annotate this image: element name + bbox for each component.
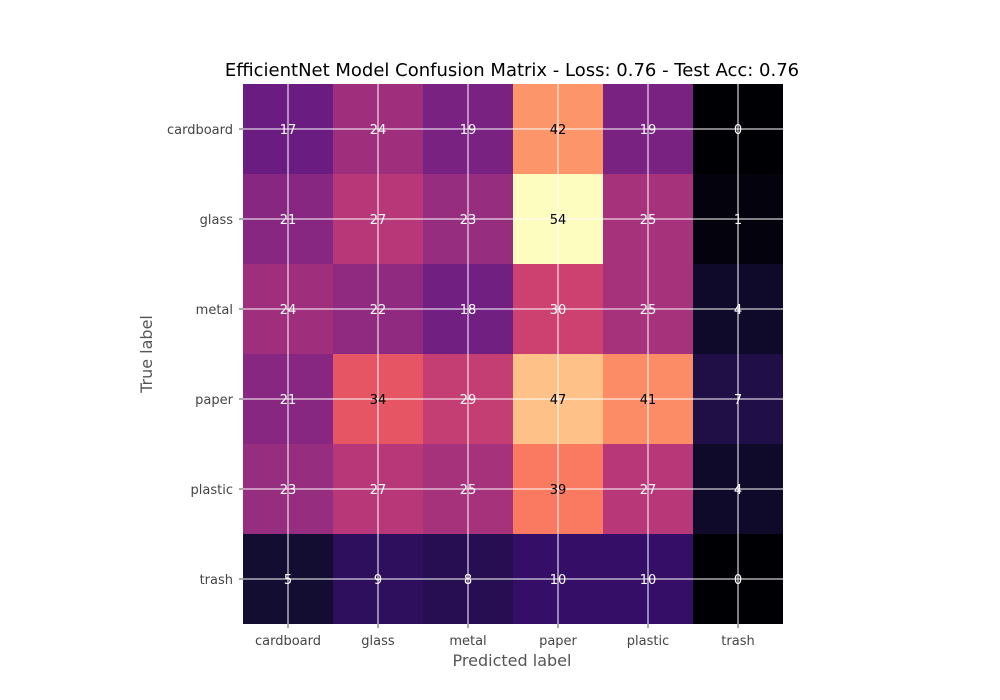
cell-value-plastic-paper: 39 [550, 483, 567, 498]
cell-value-trash-trash: 0 [734, 573, 742, 588]
cell-value-cardboard-glass: 24 [370, 123, 387, 138]
cell-value-paper-plastic: 41 [640, 393, 657, 408]
cell-value-trash-cardboard: 5 [284, 573, 292, 588]
cell-value-glass-metal: 23 [460, 213, 477, 228]
x-axis-label: Predicted label [453, 651, 572, 670]
cell-value-glass-paper: 54 [550, 213, 567, 228]
y-axis-ticks: cardboard glass metal paper plastic trash [167, 123, 243, 588]
x-tick-label-paper: paper [539, 634, 577, 649]
cell-value-cardboard-plastic: 19 [640, 123, 657, 138]
cell-value-glass-plastic: 25 [640, 213, 657, 228]
cell-value-labels: 17 24 19 42 19 021 27 23 54 25 124 22 18 30 25 421 34 29 4… [280, 123, 742, 588]
cell-value-glass-glass: 27 [370, 213, 387, 228]
x-tick-label-cardboard: cardboard [255, 634, 321, 649]
x-tick-label-trash: trash [721, 634, 754, 649]
y-tick-label-plastic: plastic [191, 483, 233, 498]
cell-value-trash-paper: 10 [550, 573, 567, 588]
cell-value-paper-glass: 34 [370, 393, 387, 408]
x-tick-label-metal: metal [449, 634, 486, 649]
cell-value-plastic-trash: 4 [734, 483, 742, 498]
cell-value-glass-trash: 1 [734, 213, 742, 228]
cell-value-cardboard-trash: 0 [734, 123, 742, 138]
cell-value-plastic-plastic: 27 [640, 483, 657, 498]
cell-value-plastic-glass: 27 [370, 483, 387, 498]
cell-value-plastic-cardboard: 23 [280, 483, 297, 498]
cell-value-paper-metal: 29 [460, 393, 477, 408]
cell-value-metal-glass: 22 [370, 303, 387, 318]
cell-value-trash-metal: 8 [464, 573, 472, 588]
y-tick-label-cardboard: cardboard [167, 123, 233, 138]
cell-value-metal-plastic: 25 [640, 303, 657, 318]
y-axis-label: True label [137, 315, 156, 394]
cell-value-plastic-metal: 25 [460, 483, 477, 498]
cell-value-metal-metal: 18 [460, 303, 477, 318]
x-tick-label-plastic: plastic [627, 634, 669, 649]
cell-value-paper-trash: 7 [734, 393, 742, 408]
cell-value-metal-paper: 30 [550, 303, 567, 318]
cell-value-paper-paper: 47 [550, 393, 567, 408]
cell-value-trash-glass: 9 [374, 573, 382, 588]
cell-value-cardboard-cardboard: 17 [280, 123, 297, 138]
cell-value-metal-trash: 4 [734, 303, 742, 318]
x-axis-ticks: cardboard glass metal paper plastic trash [255, 624, 755, 649]
chart-title: EfficientNet Model Confusion Matrix - Lo… [225, 60, 799, 81]
cell-value-paper-cardboard: 21 [280, 393, 297, 408]
cell-value-glass-cardboard: 21 [280, 213, 297, 228]
cell-value-trash-plastic: 10 [640, 573, 657, 588]
heatmap-cells [243, 84, 783, 624]
y-tick-label-glass: glass [200, 213, 234, 228]
x-tick-label-glass: glass [361, 634, 395, 649]
y-tick-label-metal: metal [196, 303, 233, 318]
cell-value-cardboard-paper: 42 [550, 123, 567, 138]
gridlines [243, 84, 783, 624]
cell-value-metal-cardboard: 24 [280, 303, 297, 318]
y-tick-label-trash: trash [200, 573, 233, 588]
cell-value-cardboard-metal: 19 [460, 123, 477, 138]
y-tick-label-paper: paper [195, 393, 233, 408]
